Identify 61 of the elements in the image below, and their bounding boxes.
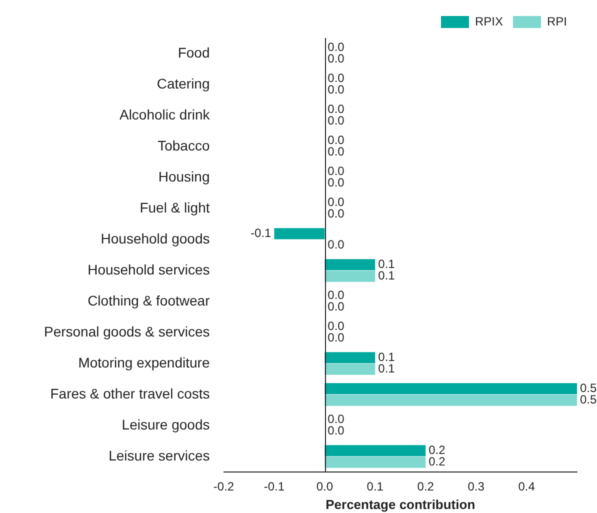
- legend-label: RPI: [546, 14, 568, 28]
- bar: [324, 383, 577, 394]
- y-tick-label: Catering: [156, 75, 210, 92]
- data-label: 0.0: [328, 424, 345, 438]
- bar: [324, 270, 376, 282]
- y-tick-label: Tobacco: [158, 137, 210, 154]
- data-label: 0.0: [328, 330, 345, 345]
- data-label: 0.0: [328, 412, 345, 426]
- y-tick-label: Fuel & light: [140, 199, 210, 216]
- data-label: 0.0: [328, 176, 345, 190]
- bar: [324, 352, 376, 364]
- y-tick-label: Fares & other travel costs: [50, 385, 210, 402]
- x-tick-label: -0.2: [213, 480, 234, 494]
- y-tick-label: Household goods: [100, 230, 210, 246]
- data-label: 0.0: [328, 52, 345, 66]
- data-label: 0.0: [328, 288, 345, 302]
- data-label: 0.0: [328, 40, 345, 54]
- x-tick-label: 0.0: [316, 480, 334, 494]
- data-label: 0.0: [328, 82, 345, 97]
- data-label: 0.1: [378, 268, 396, 283]
- y-tick-label: Clothing & footwear: [88, 292, 210, 308]
- y-tick-label: Leisure services: [108, 447, 210, 464]
- bar: [274, 228, 325, 240]
- data-label: 0.5: [580, 392, 597, 407]
- x-tick-label: 0.3: [468, 480, 485, 494]
- bar: [324, 259, 376, 270]
- bar: [324, 456, 426, 468]
- data-label: 0.5: [580, 381, 597, 395]
- data-label: 0.2: [428, 443, 446, 457]
- x-tick-label: -0.1: [264, 480, 285, 494]
- bar: [324, 445, 426, 456]
- data-label: 0.1: [378, 257, 396, 271]
- legend-label: RPIX: [474, 14, 504, 28]
- y-tick-label: Alcoholic drink: [119, 106, 211, 122]
- bar: [324, 394, 577, 406]
- y-tick-label: Personal goods & services: [44, 323, 210, 340]
- y-tick-label: Motoring expenditure: [78, 354, 210, 370]
- bar: [324, 364, 376, 375]
- data-label: 0.0: [328, 164, 345, 178]
- y-tick-label: Housing: [158, 168, 210, 184]
- data-label: 0.0: [328, 300, 345, 314]
- y-tick-label: Household services: [88, 261, 210, 278]
- data-label: 0.0: [328, 238, 345, 252]
- data-label: 0.1: [378, 350, 396, 364]
- data-label: 0.0: [328, 144, 345, 159]
- data-label: 0.1: [378, 362, 396, 376]
- data-label: 0.0: [328, 319, 345, 333]
- x-tick-label: 0.1: [366, 480, 384, 494]
- x-tick-label: 0.2: [417, 480, 434, 494]
- y-tick-label: Leisure goods: [122, 416, 210, 432]
- data-label: 0.0: [328, 133, 345, 147]
- x-axis-title: Percentage contribution: [326, 496, 476, 512]
- data-label: 0.0: [328, 102, 345, 116]
- x-tick-label: 0.4: [518, 480, 536, 494]
- data-label: 0.0: [328, 206, 345, 221]
- data-label: 0.2: [428, 454, 446, 469]
- y-tick-label: Food: [178, 44, 210, 60]
- data-label: 0.0: [328, 195, 345, 209]
- data-label: 0.0: [328, 71, 345, 85]
- data-label: -0.1: [250, 226, 272, 240]
- data-label: 0.0: [328, 114, 345, 128]
